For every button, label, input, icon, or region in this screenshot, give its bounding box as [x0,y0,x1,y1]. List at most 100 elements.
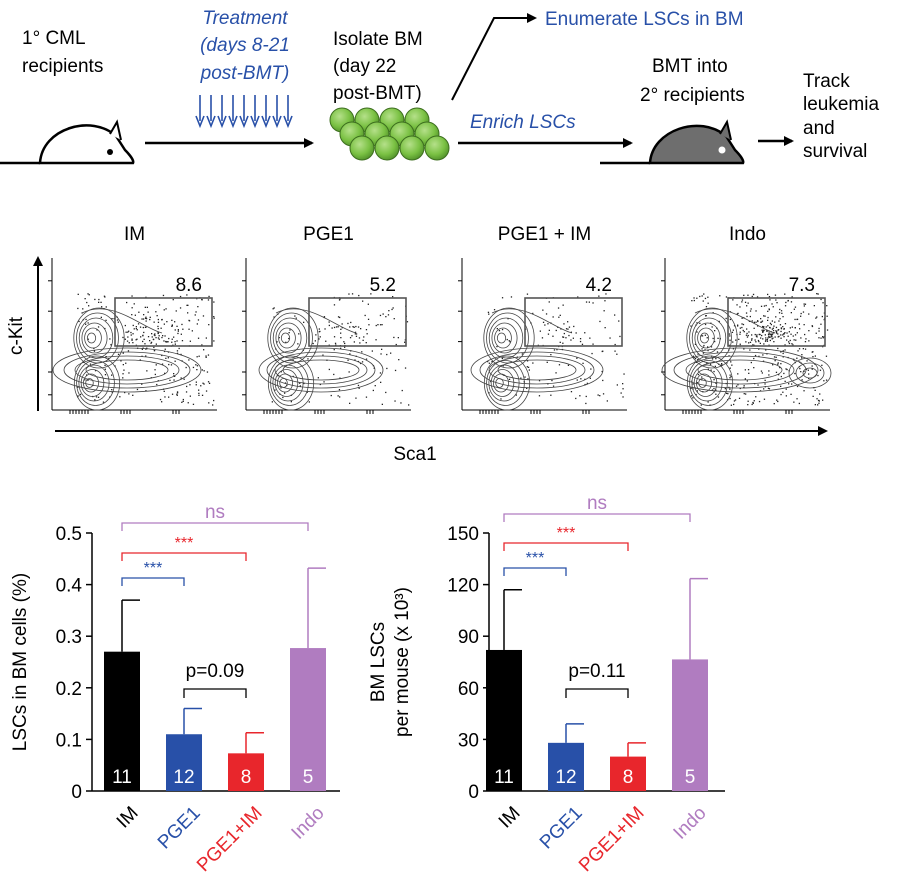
gate-percentage: 8.6 [176,275,202,296]
category-label: Indo [288,803,329,844]
y-tick-label: 30 [458,730,479,751]
lsc-gate [727,297,826,347]
bar-indo [290,648,326,791]
y-tick-label: 90 [458,627,479,648]
isolate-bm-label: Isolate BM [333,29,423,50]
treatment-arrows-icon [195,95,293,129]
pvalue-label: p=0.11 [568,661,625,682]
significance-label: *** [526,550,545,567]
y-tick-label: 0.2 [56,679,82,700]
sample-size-label: 8 [241,767,252,788]
track-label: Track [803,71,850,92]
significance-bracket [121,522,309,531]
treatment-days-label: (days 8-21 [200,35,290,56]
significance-bracket [503,567,567,576]
enumerate-arrow [451,13,537,101]
bar-chart-percent: 0 0.1 0.2 0.3 0.4 0.5 LSCs in BM cells (%) 11 IM… [10,502,340,876]
treatment-label: Treatment [202,8,288,29]
category-label: Indo [670,803,711,844]
sca1-axis-label: Sca1 [393,444,436,465]
bmt-into-label: BMT into [652,56,728,77]
y-tick-label: 0 [71,782,82,803]
mouse-primary-icon [0,119,135,165]
bar-im [486,649,522,791]
sample-size-label: 12 [173,767,194,788]
significance-bracket [121,577,185,586]
category-label: IM [113,803,143,833]
treatment-post-bmt-label: post-BMT) [200,63,290,84]
bar-pge1 [166,734,202,791]
flow-panel-title: PGE1 [303,224,354,245]
flow-contours [661,307,832,411]
primary-recipients-label: 1° CML [22,28,86,49]
isolate-day-label: (day 22 [333,56,396,77]
bar-im [104,651,140,791]
isolate-post-bmt-label: post-BMT) [333,83,422,104]
bm-cells-icon [329,107,450,161]
sample-size-label: 11 [494,767,514,788]
pvalue-bracket [565,688,629,698]
flow-contours [470,307,604,411]
significance-label: ns [587,493,607,514]
mouse-secondary-icon [600,119,745,165]
y-tick-label: 60 [458,679,479,700]
track-and-label: and [803,118,835,139]
significance-label: *** [175,535,194,552]
enumerate-label: Enumerate LSCs in BM [545,9,744,30]
lsc-gate [308,297,407,347]
y-tick-label: 0.4 [56,576,83,597]
flow-panel-4: Indo 7.3 [661,224,832,414]
bar-pge1 [548,742,584,791]
y-tick-label: 0.3 [56,627,82,648]
flow-panel-2: PGE1 5.2 [242,224,411,414]
lsc-gate [114,297,213,347]
track-leukemia-label: leukemia [803,94,879,115]
significance-label: *** [144,560,163,577]
bar-pge1-im [610,756,646,791]
category-label: PGE1 [536,803,587,854]
flow-panels: IM 8.6 PGE1 5.2 PGE1 + IM 4.2 Indo 7.3 [48,224,832,414]
y-tick-label: 0.5 [56,524,82,545]
category-label: PGE1 [154,803,205,854]
ckit-axis-label: c-Kit [6,316,27,355]
flow-panel-3: PGE1 + IM 4.2 [458,224,627,414]
category-label: PGE1+IM [193,803,266,876]
y-axis-label-2: per mouse (x 10³) [392,587,413,737]
flow-panel-title: IM [124,224,145,245]
category-label: IM [495,803,525,833]
flow-axes: c-Kit Sca1 [6,256,828,465]
significance-bracket [121,552,247,561]
flow-panel-1: IM 8.6 [48,224,217,414]
flow-contours [258,307,384,411]
sample-size-label: 12 [555,767,576,788]
significance-label: *** [557,525,576,542]
sample-size-label: 5 [685,767,696,788]
sample-size-label: 8 [623,767,634,788]
pvalue-label: p=0.09 [186,661,245,682]
gate-percentage: 7.3 [789,275,815,296]
pvalue-bracket [183,688,247,698]
workflow: 1° CML recipients Treatment (days 8-21 p… [0,8,879,165]
gate-percentage: 4.2 [586,275,612,296]
track-survival-label: survival [803,141,867,162]
enrich-label: Enrich LSCs [470,112,576,133]
gate-percentage: 5.2 [370,275,396,296]
sample-size-label: 5 [303,767,314,788]
sample-size-label: 11 [112,767,132,788]
y-tick-label: 0 [468,782,479,803]
flow-contours [52,307,202,411]
significance-bracket [503,513,691,522]
y-axis-label: LSCs in BM cells (%) [10,573,31,751]
bar-indo [672,659,708,791]
secondary-recipients-label: 2° recipients [640,85,745,106]
bar-chart-absolute: 0 30 60 90 120 150 BM LSCs per mouse (x 10³) 11 I… [368,493,725,876]
bar-pge1-im [228,753,264,791]
y-tick-label: 0.1 [56,730,82,751]
y-tick-label: 120 [447,576,479,597]
flow-panel-title: Indo [729,224,766,245]
significance-label: ns [205,502,225,523]
lsc-gate [524,297,623,347]
y-axis-label: BM LSCs [368,622,389,702]
significance-bracket [503,542,629,551]
